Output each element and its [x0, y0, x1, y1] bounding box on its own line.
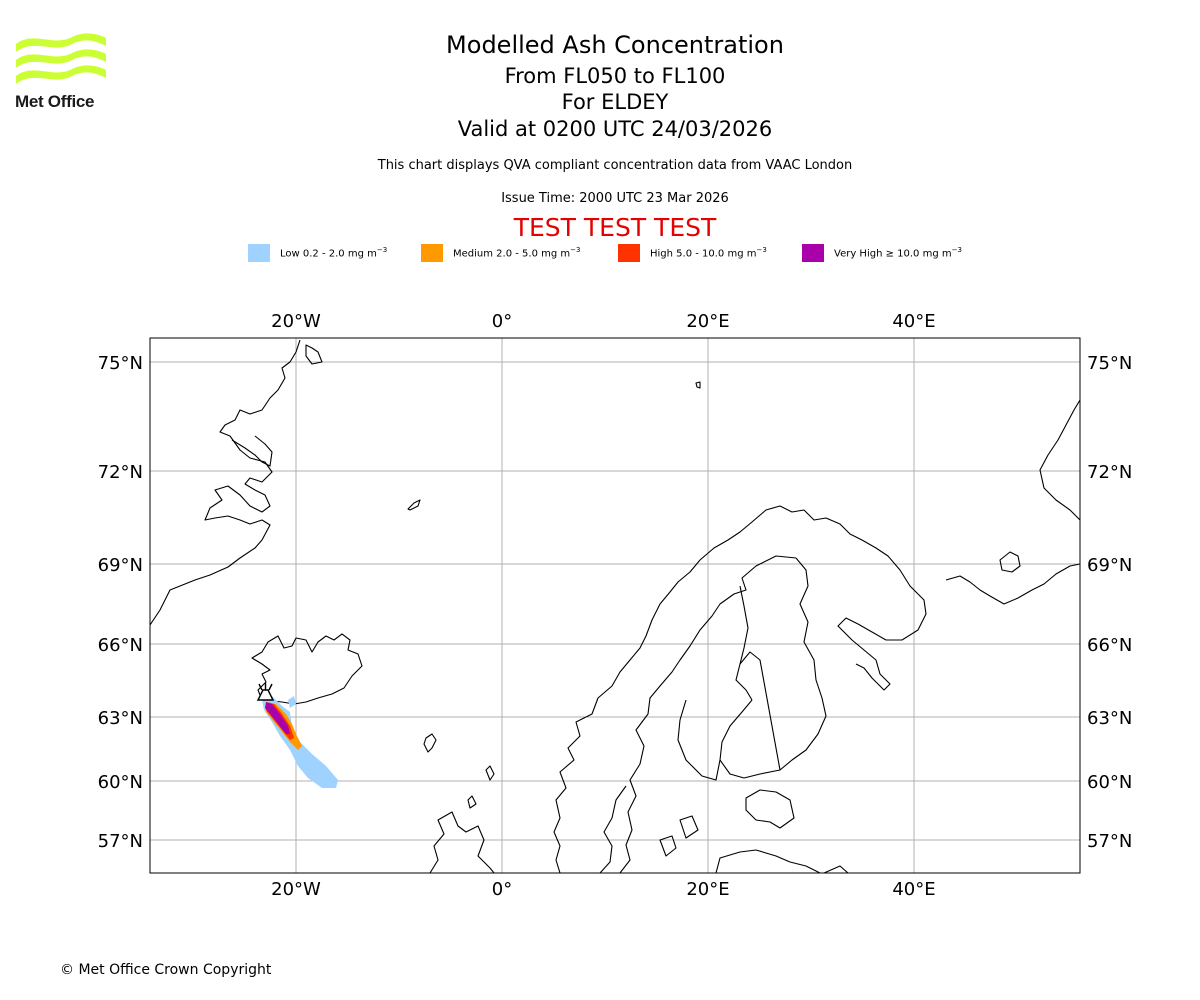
volcano-name: For ELDEY — [561, 90, 669, 114]
baltic-coastline — [715, 849, 821, 873]
lat-label-left-57n: 57°N — [98, 831, 143, 852]
greenland-fjord-line — [231, 435, 273, 467]
lon-label-bottom-40e: 40°E — [892, 879, 935, 900]
ash-zone-low-2 — [288, 696, 296, 708]
valid-time: Valid at 0200 UTC 24/03/2026 — [457, 117, 773, 141]
map-frame — [149, 337, 1081, 874]
lat-label-right-75n: 75°N — [1087, 353, 1132, 374]
lat-label-right-60n: 60°N — [1087, 772, 1132, 793]
legend-item-low: Low 0.2 - 2.0 mg m−3 — [248, 244, 387, 262]
lon-label-top-20w: 20°W — [271, 311, 321, 332]
volcano-marker-icon[interactable] — [256, 683, 275, 701]
lon-label-bottom-20w: 20°W — [271, 879, 321, 900]
iceland-coastline — [251, 633, 363, 705]
ash-plume[interactable] — [262, 696, 338, 788]
gulf-of-bothnia-coastline — [719, 651, 781, 779]
legend-item-very-high: Very High ≥ 10.0 mg m−3 — [802, 244, 962, 262]
lat-label-right-63n: 63°N — [1087, 708, 1132, 729]
legend-label-high: High 5.0 - 10.0 mg m — [650, 248, 757, 260]
concentration-legend: Low 0.2 - 2.0 mg m−3 Medium 2.0 - 5.0 mg… — [0, 244, 1200, 264]
issue-time: Issue Time: 2000 UTC 23 Mar 2026 — [501, 191, 729, 206]
greenland-coastline — [150, 339, 301, 626]
finland-russia-border — [779, 557, 827, 771]
novaya-zemlya-coastline — [1039, 399, 1080, 521]
jan-mayen-coastline — [407, 499, 421, 511]
legend-label-low: Low 0.2 - 2.0 mg m — [280, 248, 377, 260]
met-office-logo-icon — [16, 33, 106, 84]
kola-coastline — [945, 563, 1080, 605]
uk-coastline — [429, 811, 495, 873]
legend-swatch-very-high — [802, 244, 824, 262]
lon-label-top-20e: 20°E — [686, 311, 729, 332]
scandinavia-coastline — [553, 505, 927, 873]
lat-label-left-75n: 75°N — [98, 353, 143, 374]
lon-label-top-40e: 40°E — [892, 311, 935, 332]
test-banner: TEST TEST TEST — [513, 213, 717, 242]
lat-label-right-66n: 66°N — [1087, 635, 1132, 656]
lat-label-right-57n: 57°N — [1087, 831, 1132, 852]
legend-swatch-low — [248, 244, 270, 262]
met-office-logo-text: Met Office — [15, 92, 95, 111]
sweden-finland-border — [735, 585, 753, 701]
lat-label-left-69n: 69°N — [98, 555, 143, 576]
lon-label-top-0: 0° — [492, 311, 512, 332]
lon-label-bottom-20e: 20°E — [686, 879, 729, 900]
legend-label-medium: Medium 2.0 - 5.0 mg m — [453, 248, 571, 260]
norway-sweden-border — [619, 555, 797, 873]
lon-label-bottom-0: 0° — [492, 879, 512, 900]
legend-label-very-high: Very High ≥ 10.0 mg m — [834, 248, 952, 260]
kolguev-coastline — [999, 551, 1021, 573]
lat-label-left-72n: 72°N — [98, 462, 143, 483]
lat-label-left-63n: 63°N — [98, 708, 143, 729]
ash-zone-very-high — [265, 702, 290, 734]
map-gridlines — [150, 338, 1080, 873]
lat-label-left-60n: 60°N — [98, 772, 143, 793]
shetland-coastline — [485, 765, 495, 781]
faroe-coastline — [423, 733, 437, 753]
legend-swatch-high — [618, 244, 640, 262]
flight-level-range: From FL050 to FL100 — [504, 64, 726, 88]
lat-label-left-66n: 66°N — [98, 635, 143, 656]
chart-description: This chart displays QVA compliant concen… — [377, 158, 853, 173]
chart-title: Modelled Ash Concentration — [446, 31, 784, 59]
legend-swatch-medium — [421, 244, 443, 262]
legend-item-medium: Medium 2.0 - 5.0 mg m−3 — [421, 244, 580, 262]
legend-item-high: High 5.0 - 10.0 mg m−3 — [618, 244, 767, 262]
lat-label-right-72n: 72°N — [1087, 462, 1132, 483]
svalbard-coastline — [695, 381, 701, 389]
lat-label-right-69n: 69°N — [1087, 555, 1132, 576]
copyright-notice: © Met Office Crown Copyright — [60, 962, 272, 978]
